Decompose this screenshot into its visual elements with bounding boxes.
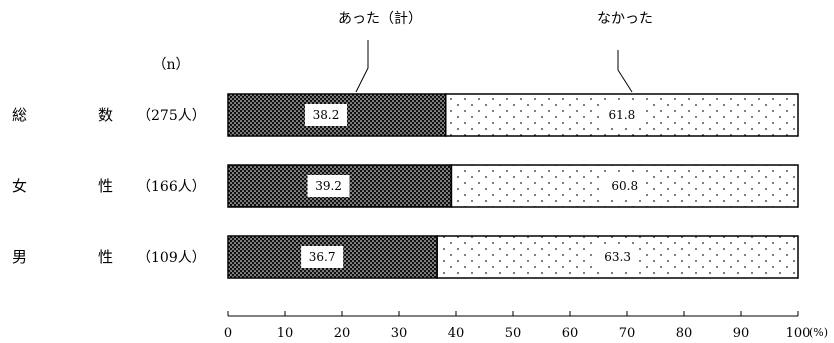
bar-segment (444, 93, 799, 137)
x-tick-label: 50 (505, 326, 522, 341)
bar-row: 女 性 （166人） 39.2 60.8 (12, 164, 799, 208)
x-axis: 0 10 20 30 40 50 60 70 80 90 100(%) (224, 311, 828, 341)
x-tick-label: 80 (676, 326, 693, 341)
data-label: 63.3 (604, 250, 631, 264)
category-label-left: 男 (12, 248, 27, 266)
x-tick-label: 40 (448, 326, 465, 341)
x-tick-label: 10 (277, 326, 294, 341)
x-unit-label: (%) (809, 326, 828, 339)
bar-row: 男 性 （109人） 36.7 63.3 (12, 235, 799, 279)
chart-rows: 総数（275人） 38.2 61.8女性（166人） 39.2 60.8男性（109人）… (12, 93, 799, 279)
x-tick-label: 70 (619, 326, 636, 341)
data-label: 38.2 (313, 108, 340, 122)
category-n: （109人） (137, 250, 206, 266)
data-label-bg (596, 246, 639, 268)
category-label-left: 女 (12, 177, 27, 195)
data-label: 39.2 (315, 179, 342, 193)
data-label-bg (301, 246, 344, 268)
category-label-right: 性 (98, 248, 113, 266)
bar-row: 総 数 （275人） 38.2 61.8 (12, 93, 799, 137)
x-tick-label: 60 (562, 326, 579, 341)
legend-label-atta: あった（計） (338, 11, 422, 27)
legend-leader-nakatta (617, 50, 633, 93)
legend: あった（計） なかった (338, 11, 653, 93)
data-label: 61.8 (609, 108, 636, 122)
category-n: （166人） (137, 179, 206, 195)
x-tick-label: 20 (334, 326, 351, 341)
x-tick-label: 0 (224, 326, 232, 341)
category-label-left: 総 (12, 106, 27, 124)
x-tick-label: 30 (391, 326, 408, 341)
x-tick-label: 90 (733, 326, 750, 341)
x-tick-label: 100 (786, 326, 811, 341)
data-label: 36.7 (309, 250, 336, 264)
data-label-bg (603, 175, 646, 197)
data-label-bg (307, 175, 350, 197)
category-label-right: 性 (98, 177, 113, 195)
category-n: （275人） (137, 108, 206, 124)
legend-label-nakatta: なかった (597, 11, 653, 27)
legend-leader-atta (355, 40, 369, 93)
category-label-right: 数 (98, 106, 113, 124)
data-label-bg (304, 104, 347, 126)
n-header: （n） (152, 57, 189, 73)
data-label: 60.8 (611, 179, 638, 193)
data-label-bg (600, 104, 643, 126)
